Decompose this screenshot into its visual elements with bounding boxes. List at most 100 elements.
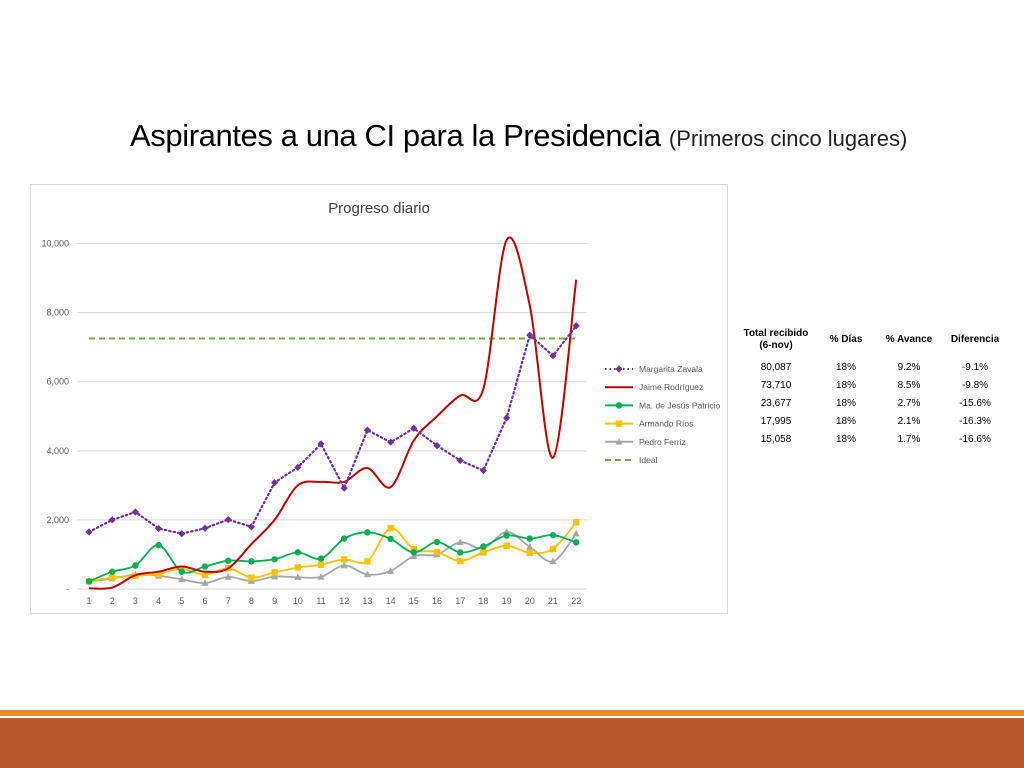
y-tick-label: 10,000 — [41, 239, 69, 249]
data-point-margarita-zavala — [387, 438, 395, 446]
x-tick-label: 14 — [386, 596, 396, 606]
data-point-margarita-zavala — [131, 508, 139, 516]
data-point-armando-rios — [341, 556, 348, 563]
data-point-margarita-zavala — [340, 484, 348, 492]
x-tick-label: 20 — [525, 596, 535, 606]
data-point-armando-rios — [271, 569, 278, 576]
legend-marker-armando-rios — [615, 420, 623, 427]
cell-diferencia: -9.1% — [961, 361, 989, 373]
data-point-armando-rios — [109, 574, 116, 581]
y-tick-label: 6,000 — [46, 377, 69, 387]
data-point-pedro-ferriz — [201, 579, 209, 586]
table-row: 15,058 18% 1.7% -16.6% — [733, 430, 1005, 448]
stats-table: Total recibido (6-nov) % Días % Avance D… — [733, 322, 1005, 448]
x-tick-label: 6 — [202, 596, 207, 606]
series-line-pedro-ferriz — [88, 531, 577, 585]
line-chart: Progreso diario - 2,000 4,000 6,000 8,000 10,0… — [41, 200, 721, 606]
data-point-ma-de-jesus-patricio — [271, 556, 278, 563]
data-point-armando-rios — [317, 561, 325, 569]
cell-diferencia: -16.6% — [959, 433, 991, 445]
x-tick-label: 15 — [409, 596, 419, 606]
data-point-margarita-zavala — [433, 442, 441, 450]
data-point-ma-de-jesus-patricio — [109, 568, 116, 575]
y-tick-label: 4,000 — [46, 446, 69, 456]
data-point-armando-rios — [248, 574, 255, 581]
data-point-margarita-zavala — [271, 479, 279, 487]
data-point-pedro-ferriz — [549, 557, 557, 565]
chart-container: Progreso diario - 2,000 4,000 6,000 8,000 10,0… — [30, 184, 728, 614]
data-point-pedro-ferriz — [526, 543, 534, 550]
x-tick-label: 5 — [179, 596, 184, 606]
data-point-pedro-ferriz — [224, 573, 232, 580]
data-point-margarita-zavala — [363, 426, 371, 434]
header-pct-avance: % Avance — [885, 334, 933, 345]
data-point-ma-de-jesus-patricio — [225, 557, 232, 564]
data-point-pedro-ferriz — [572, 529, 580, 537]
cell-total: 23,677 — [760, 397, 792, 409]
data-point-armando-rios — [294, 564, 301, 571]
slide-title: Aspirantes a una CI para la Presidencia … — [130, 118, 1010, 154]
y-tick-label: 2,000 — [46, 515, 69, 525]
cell-dias: 18% — [835, 397, 856, 409]
data-point-armando-rios — [155, 570, 162, 577]
data-point-ma-de-jesus-patricio — [433, 538, 441, 546]
data-point-armando-rios — [549, 545, 557, 553]
data-point-armando-rios — [387, 525, 394, 532]
header-total-recibido: Total recibido (6-nov) — [743, 328, 809, 351]
table-row: 80,087 18% 9.2% -9.1% — [733, 358, 1005, 376]
data-point-margarita-zavala — [549, 352, 557, 360]
cell-diferencia: -9.8% — [961, 379, 989, 391]
data-point-margarita-zavala — [479, 466, 487, 475]
data-point-pedro-ferriz — [456, 538, 464, 546]
cell-avance: 8.5% — [897, 379, 921, 391]
data-point-armando-rios — [201, 571, 209, 579]
data-point-ma-de-jesus-patricio — [457, 549, 464, 556]
data-point-ma-de-jesus-patricio — [341, 535, 348, 542]
x-tick-label: 9 — [272, 596, 277, 606]
data-point-armando-rios — [364, 558, 371, 565]
cell-total: 15,058 — [760, 433, 792, 445]
cell-avance: 2.1% — [897, 415, 921, 427]
data-point-ma-de-jesus-patricio — [526, 535, 533, 542]
data-point-ma-de-jesus-patricio — [503, 532, 510, 539]
data-point-ma-de-jesus-patricio — [132, 562, 139, 569]
data-point-margarita-zavala — [201, 524, 209, 532]
data-point-margarita-zavala — [317, 440, 325, 448]
data-point-margarita-zavala — [85, 528, 93, 536]
data-point-pedro-ferriz — [387, 567, 395, 574]
cell-avance: 9.2% — [897, 361, 921, 373]
data-point-ma-de-jesus-patricio — [294, 549, 301, 556]
header-diferencia: Diferencia — [950, 334, 1000, 345]
x-tick-label: 10 — [293, 596, 303, 606]
x-tick-label: 3 — [133, 596, 138, 606]
table-header-row: Total recibido (6-nov) % Días % Avance D… — [733, 322, 1005, 358]
x-tick-label: 11 — [316, 596, 325, 606]
header-pct-dias: % Días — [829, 334, 863, 345]
x-tick-label: 16 — [432, 596, 442, 606]
legend-marker-margarita-zavala — [615, 365, 623, 373]
y-tick-label: - — [66, 584, 69, 594]
data-point-ma-de-jesus-patricio — [364, 529, 371, 536]
slide-subtitle: (Primeros cinco lugares) — [668, 126, 908, 151]
x-tick-label: 8 — [249, 596, 254, 606]
x-tick-label: 13 — [362, 596, 372, 606]
x-tick-label: 17 — [455, 596, 465, 606]
data-point-margarita-zavala — [247, 523, 255, 531]
x-tick-label: 12 — [339, 596, 349, 606]
x-tick-label: 7 — [226, 596, 231, 606]
cell-total: 17,995 — [760, 415, 792, 427]
cell-dias: 18% — [835, 433, 856, 445]
data-point-ma-de-jesus-patricio — [201, 563, 209, 570]
legend-label-ma-de-jesus-patricio: Ma. de Jesús Patricio — [639, 400, 721, 410]
x-tick-label: 18 — [478, 596, 488, 606]
cell-dias: 18% — [835, 415, 856, 427]
data-point-ma-de-jesus-patricio — [410, 549, 417, 556]
data-point-ma-de-jesus-patricio — [248, 558, 255, 565]
data-point-margarita-zavala — [224, 515, 232, 524]
data-point-ma-de-jesus-patricio — [85, 578, 93, 585]
data-point-pedro-ferriz — [178, 575, 186, 583]
series-line-jaime-rodriguez — [88, 236, 578, 590]
table-row: 17,995 18% 2.1% -16.3% — [733, 412, 1005, 430]
cell-total: 73,710 — [760, 379, 792, 391]
data-point-ma-de-jesus-patricio — [387, 535, 394, 543]
